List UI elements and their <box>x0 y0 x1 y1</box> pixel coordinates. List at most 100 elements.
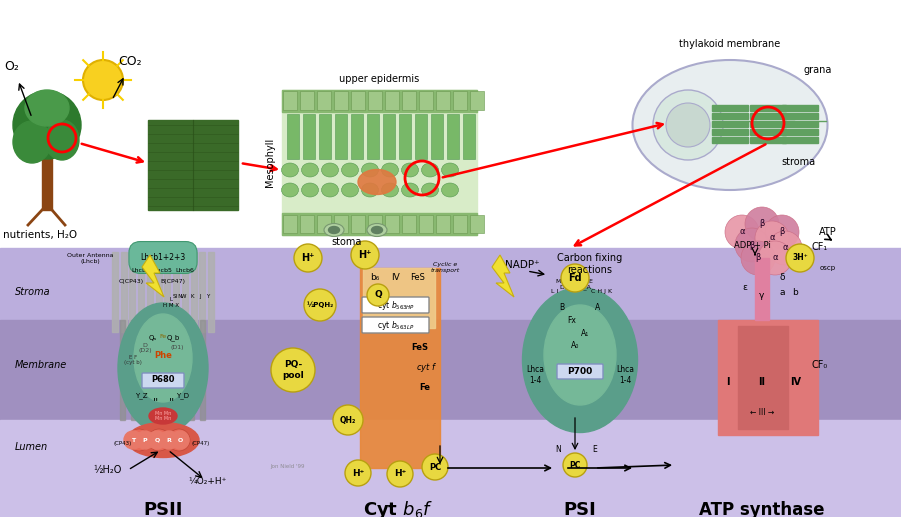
Bar <box>0 248 901 517</box>
Text: Q: Q <box>374 291 382 299</box>
Circle shape <box>653 90 723 160</box>
Bar <box>143 320 148 420</box>
Text: ε: ε <box>742 283 748 292</box>
Circle shape <box>563 453 587 477</box>
FancyBboxPatch shape <box>557 364 603 379</box>
Text: CF₀: CF₀ <box>812 360 828 370</box>
Ellipse shape <box>441 183 459 197</box>
Text: O₂: O₂ <box>5 60 20 73</box>
FancyBboxPatch shape <box>362 317 429 333</box>
Text: cyt $b_{563HP}$: cyt $b_{563HP}$ <box>377 298 415 312</box>
Circle shape <box>160 431 178 449</box>
Text: H⁺: H⁺ <box>359 250 372 260</box>
Text: Lhcb6: Lhcb6 <box>176 268 195 273</box>
Text: stoma: stoma <box>332 237 362 247</box>
Text: H⁺: H⁺ <box>301 253 314 263</box>
Text: N: N <box>555 445 561 454</box>
Bar <box>132 320 136 420</box>
Text: Lhcb1+2+3: Lhcb1+2+3 <box>141 253 186 262</box>
Bar <box>402 91 416 110</box>
Ellipse shape <box>341 163 359 177</box>
Bar <box>282 90 477 112</box>
Circle shape <box>786 244 814 272</box>
Text: Lhcb4: Lhcb4 <box>132 268 150 273</box>
Bar <box>750 129 786 135</box>
Bar <box>282 90 477 235</box>
Ellipse shape <box>402 183 418 197</box>
Ellipse shape <box>134 314 192 402</box>
Text: CO₂: CO₂ <box>118 55 141 68</box>
Text: ": " <box>152 397 158 407</box>
Bar <box>147 252 153 332</box>
Bar <box>317 215 331 233</box>
Ellipse shape <box>358 170 396 194</box>
Text: Lhca
1-4: Lhca 1-4 <box>526 366 544 385</box>
Text: NADP⁺: NADP⁺ <box>505 260 540 270</box>
Ellipse shape <box>118 303 208 433</box>
Bar <box>368 91 382 110</box>
Circle shape <box>765 215 799 249</box>
Bar <box>166 320 170 420</box>
Ellipse shape <box>302 183 318 197</box>
Bar <box>712 105 748 111</box>
Ellipse shape <box>324 223 344 236</box>
Text: α: α <box>739 227 745 236</box>
Bar <box>0 420 901 517</box>
Ellipse shape <box>341 183 359 197</box>
Ellipse shape <box>381 183 398 197</box>
Ellipse shape <box>281 163 298 177</box>
Text: Cyt $b_6f$: Cyt $b_6f$ <box>363 499 433 517</box>
Bar <box>0 320 901 420</box>
Ellipse shape <box>422 163 439 177</box>
Text: A₀: A₀ <box>571 341 579 350</box>
Ellipse shape <box>322 183 339 197</box>
Text: upper epidermis: upper epidermis <box>339 74 419 84</box>
Bar <box>148 120 238 210</box>
Text: PQ-
pool: PQ- pool <box>282 360 304 379</box>
Bar <box>750 113 786 119</box>
Bar <box>712 129 748 135</box>
Text: E F
(cyt b): E F (cyt b) <box>124 355 142 366</box>
Text: a: a <box>779 288 785 297</box>
Bar <box>712 137 748 143</box>
Bar <box>164 252 170 332</box>
Bar <box>200 320 205 420</box>
Ellipse shape <box>13 91 81 159</box>
Text: I: I <box>726 377 730 387</box>
Ellipse shape <box>441 163 459 177</box>
Bar <box>317 91 331 110</box>
Bar <box>750 137 786 143</box>
Bar <box>120 320 125 420</box>
Text: O: O <box>177 437 183 443</box>
Text: β: β <box>760 220 765 229</box>
Text: Carbon fixing
reactions: Carbon fixing reactions <box>558 253 623 275</box>
Ellipse shape <box>322 163 339 177</box>
Bar <box>42 155 52 210</box>
Circle shape <box>304 289 336 321</box>
Bar <box>121 252 127 332</box>
Text: Q_b: Q_b <box>167 334 179 341</box>
Ellipse shape <box>361 183 378 197</box>
Polygon shape <box>492 255 514 297</box>
Text: C(CP43): C(CP43) <box>118 279 143 284</box>
Bar <box>436 91 450 110</box>
Bar <box>750 121 786 127</box>
Bar <box>188 320 194 420</box>
Text: β: β <box>755 253 760 263</box>
Ellipse shape <box>302 163 318 177</box>
Bar <box>782 137 818 143</box>
Bar <box>431 114 443 159</box>
Text: Fe: Fe <box>159 334 167 340</box>
Text: R: R <box>167 437 171 443</box>
Polygon shape <box>142 255 164 297</box>
Circle shape <box>666 103 710 147</box>
Bar <box>182 252 187 332</box>
Text: (D1): (D1) <box>170 345 184 351</box>
Bar <box>351 114 363 159</box>
Bar <box>385 215 399 233</box>
Bar <box>334 91 348 110</box>
Bar <box>755 258 769 320</box>
Circle shape <box>136 431 154 449</box>
Circle shape <box>128 429 150 451</box>
Text: ": " <box>168 397 174 407</box>
